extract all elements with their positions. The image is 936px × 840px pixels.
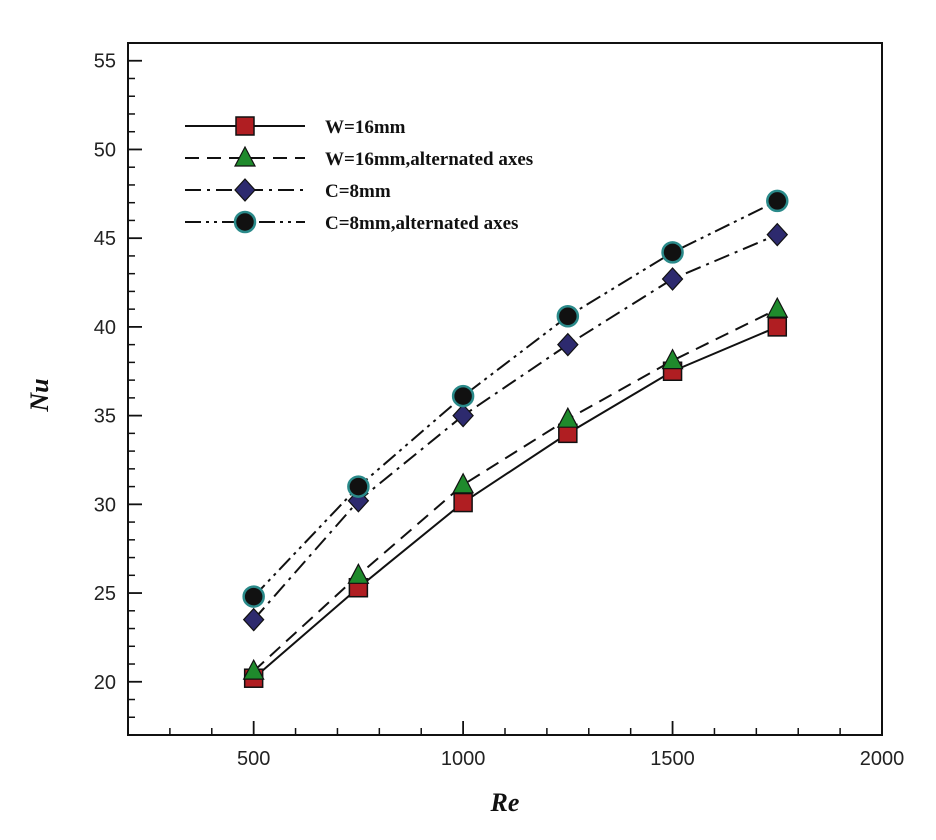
x-tick-label: 1000 (441, 748, 486, 770)
data-point (242, 658, 265, 680)
series-line (252, 200, 778, 598)
x-axis-title: Re (490, 788, 520, 817)
data-point (452, 472, 475, 494)
legend-marker (235, 116, 255, 136)
series-layer (242, 189, 789, 688)
series-4 (242, 189, 789, 608)
data-point (242, 607, 265, 632)
data-point (661, 267, 684, 291)
y-tick-label: 35 (94, 406, 116, 428)
legend-entry-3: C=8mm (185, 178, 391, 202)
data-point (556, 305, 580, 328)
x-tick-label: 500 (237, 748, 270, 770)
data-point (766, 296, 789, 318)
data-point (453, 492, 473, 513)
plot-frame (127, 42, 883, 736)
axes: 500 1000 1500 2000 20 25 30 35 40 45 50 55 (94, 42, 905, 770)
legend-label: C=8mm,alternated axes (325, 213, 518, 234)
series-line (253, 325, 778, 679)
data-point (347, 475, 370, 498)
y-tick-label: 20 (94, 672, 116, 694)
data-point (766, 222, 789, 247)
series-line (252, 308, 778, 672)
y-tick-label: 50 (94, 139, 116, 161)
y-axis-title: Nu (25, 378, 54, 412)
data-point (557, 332, 579, 357)
y-tick-label: 55 (94, 51, 116, 73)
legend-entry-1: W=16mm (185, 116, 406, 138)
data-point (242, 585, 265, 608)
legend-label: C=8mm (325, 181, 391, 202)
legend-label: W=16mm (325, 117, 406, 138)
legend-marker (233, 210, 257, 234)
legend-entry-2: W=16mm,alternated axes (185, 145, 533, 170)
x-tick-label: 1500 (650, 748, 695, 770)
series-2 (242, 296, 789, 680)
data-point (661, 348, 684, 370)
legend-entry-4: C=8mm,alternated axes (185, 210, 518, 234)
x-tick-label: 2000 (860, 748, 905, 770)
data-point (766, 189, 789, 213)
y-tick-label: 25 (94, 583, 116, 605)
legend-marker (234, 145, 256, 167)
y-tick-label: 40 (94, 317, 116, 339)
legend: W=16mm W=16mm,alternated axes C=8mm C=8mm,a… (185, 116, 533, 234)
data-point (556, 406, 579, 428)
legend-label: W=16mm,alternated axes (325, 149, 533, 170)
y-tick-label: 45 (94, 228, 116, 250)
series-1 (243, 317, 788, 688)
data-point (347, 563, 370, 584)
legend-marker (234, 178, 256, 202)
series-3 (242, 222, 789, 632)
y-tick-label: 30 (94, 494, 116, 516)
data-point (661, 241, 684, 264)
data-point (767, 317, 788, 337)
data-point (451, 384, 475, 408)
data-point (452, 403, 474, 428)
series-line (252, 233, 778, 621)
